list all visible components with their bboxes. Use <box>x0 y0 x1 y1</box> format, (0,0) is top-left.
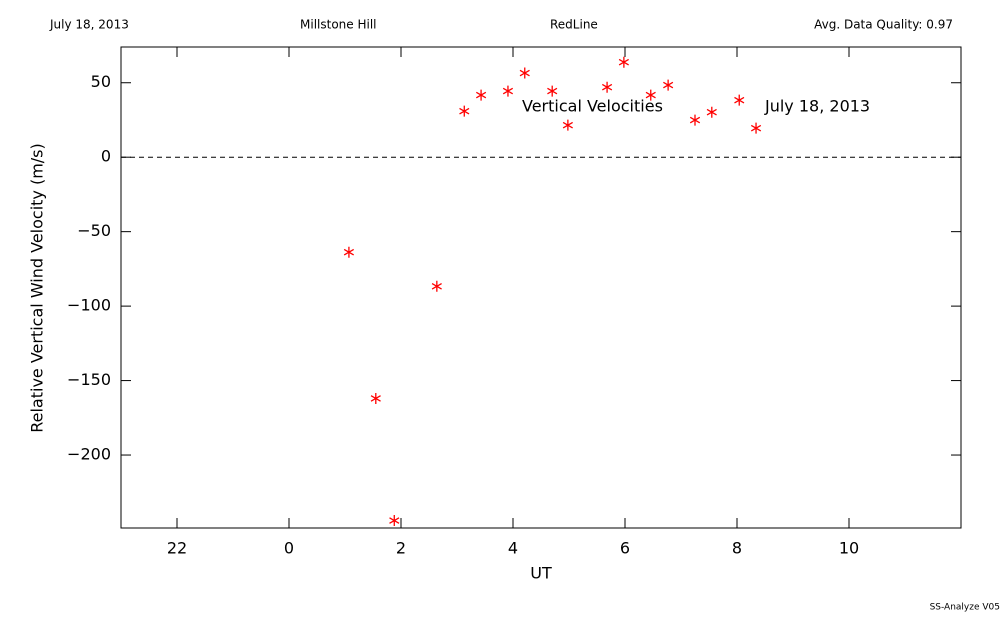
x-tick-label: 2 <box>396 539 406 558</box>
footer: SS-Analyze V05 <box>930 603 1000 613</box>
x-tick-label: 8 <box>732 539 742 558</box>
y-tick-label: −100 <box>67 296 111 315</box>
plot-frame <box>120 46 962 529</box>
data-point <box>562 119 573 131</box>
data-point <box>689 114 701 126</box>
data-point <box>459 105 470 117</box>
annotation: Vertical Velocities <box>522 97 663 116</box>
x-tick-label: 0 <box>284 539 294 558</box>
data-point <box>431 280 442 292</box>
data-point <box>734 94 745 106</box>
annotation: July 18, 2013 <box>764 97 870 116</box>
data-point <box>343 246 355 258</box>
x-tick-label: 22 <box>167 539 187 558</box>
data-point <box>706 106 717 118</box>
data-point <box>370 392 381 404</box>
y-tick-label: 0 <box>101 147 111 166</box>
header-site: Millstone Hill <box>300 18 376 32</box>
x-tick-label: 6 <box>620 539 630 558</box>
x-tick-label: 10 <box>839 539 859 558</box>
y-axis-label: Relative Vertical Wind Velocity (m/s) <box>28 143 47 433</box>
header-date: July 18, 2013 <box>49 18 129 32</box>
data-point <box>389 515 400 527</box>
y-tick-label: −150 <box>67 370 111 389</box>
data-point <box>750 122 762 134</box>
data-point <box>663 79 674 91</box>
x-tick-label: 4 <box>508 539 518 558</box>
data-point <box>645 89 656 101</box>
data-point <box>502 85 514 97</box>
y-tick-label: 50 <box>91 72 111 91</box>
y-tick-label: −200 <box>67 445 111 464</box>
data-point <box>547 85 558 97</box>
y-tick-label: −50 <box>77 221 111 240</box>
data-point <box>618 56 629 68</box>
header-quality: Avg. Data Quality: 0.97 <box>814 18 953 32</box>
data-point <box>519 67 530 79</box>
data-point <box>601 81 613 93</box>
header-instrument: RedLine <box>550 18 598 32</box>
data-point <box>475 89 487 101</box>
x-axis-label: UT <box>530 564 552 583</box>
